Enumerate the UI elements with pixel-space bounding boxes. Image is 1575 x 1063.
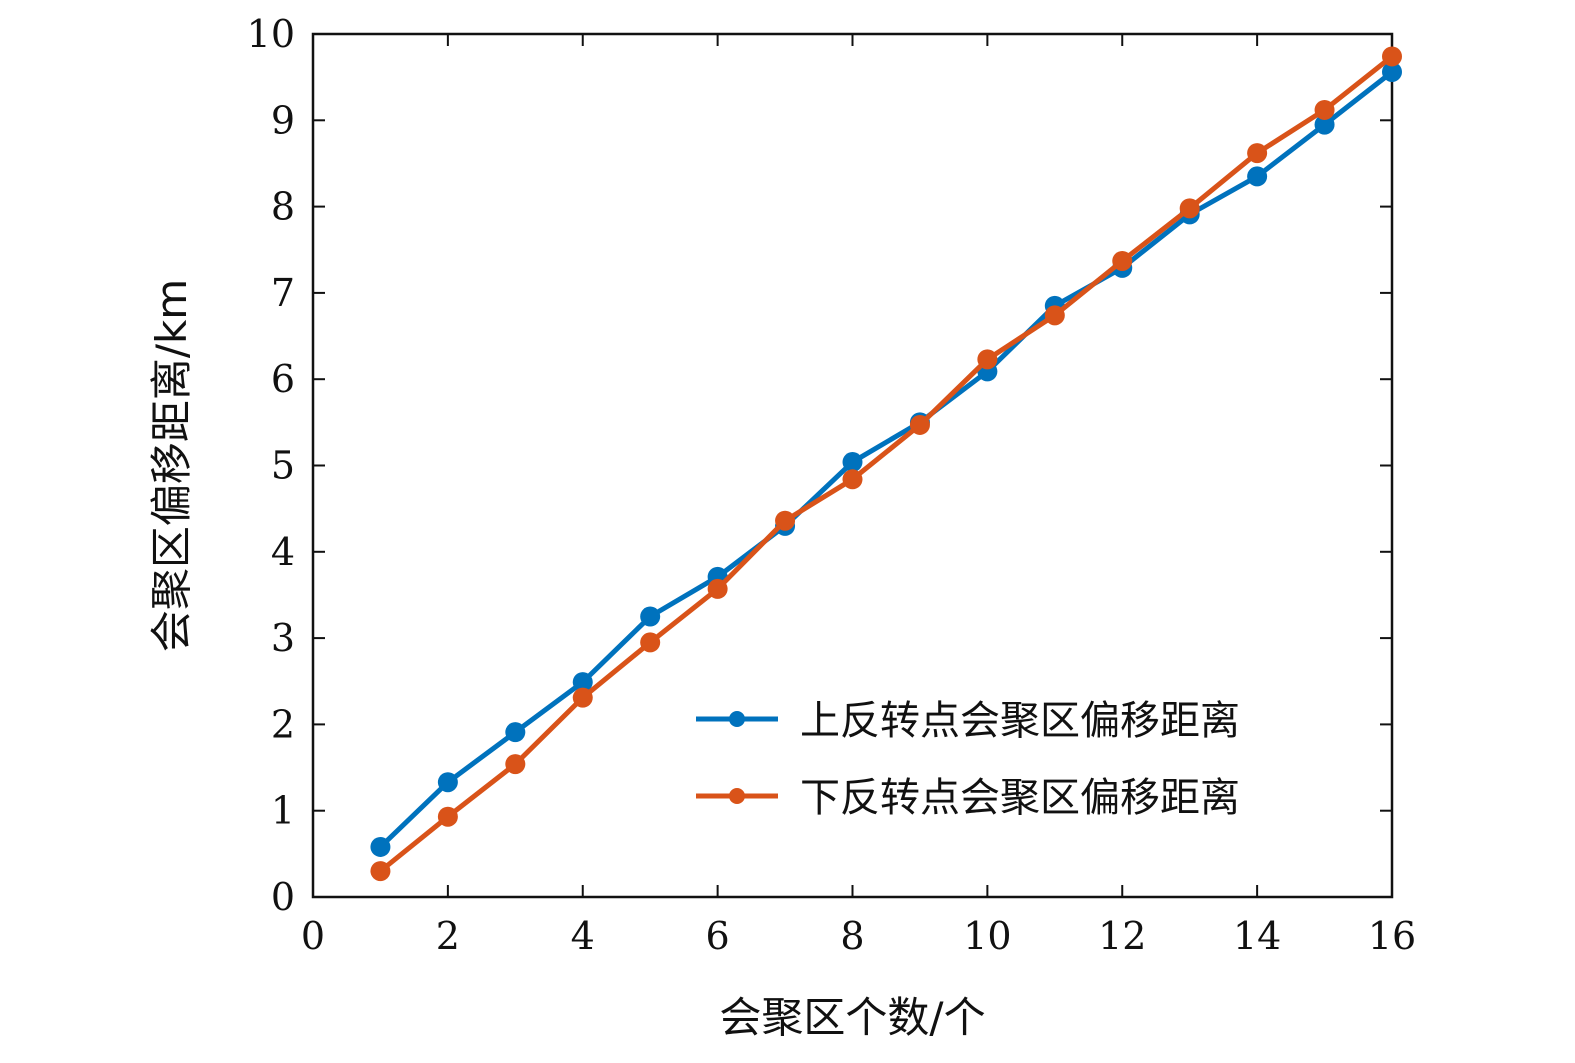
y-tick-label: 7 bbox=[271, 271, 295, 315]
y-tick-label: 9 bbox=[271, 98, 295, 142]
series-line bbox=[377, 53, 1395, 874]
data-point bbox=[1179, 198, 1200, 219]
x-tick-label: 4 bbox=[571, 914, 595, 958]
x-tick-label: 12 bbox=[1098, 914, 1146, 958]
x-tick-label: 2 bbox=[436, 914, 460, 958]
data-point bbox=[437, 772, 458, 793]
data-point bbox=[572, 687, 593, 708]
legend-label: 上反转点会聚区偏移距离 bbox=[800, 698, 1240, 744]
data-point bbox=[437, 806, 458, 827]
y-tick-label: 0 bbox=[271, 875, 295, 919]
y-tick-label: 4 bbox=[271, 530, 295, 574]
data-point bbox=[1044, 305, 1065, 326]
y-tick-label: 2 bbox=[271, 702, 295, 746]
data-point bbox=[370, 861, 391, 882]
x-tick-label: 10 bbox=[963, 914, 1011, 958]
data-point bbox=[572, 672, 593, 693]
data-point bbox=[640, 632, 661, 653]
y-tick-label: 3 bbox=[271, 616, 295, 660]
y-tick-label: 10 bbox=[247, 12, 295, 56]
series-2 bbox=[370, 46, 1402, 882]
data-point bbox=[1314, 99, 1335, 120]
x-tick-label: 16 bbox=[1368, 914, 1416, 958]
data-point bbox=[1382, 61, 1402, 82]
data-point bbox=[1247, 166, 1268, 187]
legend-swatch-marker bbox=[729, 711, 745, 727]
data-point bbox=[505, 722, 526, 743]
data-point bbox=[842, 469, 863, 490]
y-axis-title: 会聚区偏移距离/km bbox=[147, 279, 196, 652]
data-point bbox=[909, 414, 930, 435]
data-point bbox=[1382, 46, 1402, 67]
data-point bbox=[1247, 143, 1268, 164]
y-tick-label: 5 bbox=[271, 444, 295, 488]
data-point bbox=[640, 606, 661, 627]
data-point bbox=[775, 510, 796, 531]
legend-item-2: 下反转点会聚区偏移距离 bbox=[696, 775, 1240, 821]
series-line bbox=[377, 69, 1395, 850]
y-tick-label: 1 bbox=[271, 789, 295, 833]
legend-swatch-marker bbox=[729, 788, 745, 804]
x-tick-label: 6 bbox=[706, 914, 730, 958]
data-point bbox=[1314, 114, 1335, 135]
data-point bbox=[842, 452, 863, 473]
legend-item-1: 上反转点会聚区偏移距离 bbox=[696, 698, 1240, 744]
data-point bbox=[977, 349, 998, 370]
data-point bbox=[505, 754, 526, 775]
y-tick-label: 6 bbox=[271, 357, 295, 401]
x-tick-label: 14 bbox=[1233, 914, 1281, 958]
data-point bbox=[1112, 250, 1133, 271]
legend-label: 下反转点会聚区偏移距离 bbox=[800, 775, 1240, 821]
y-tick-label: 8 bbox=[271, 185, 295, 229]
x-tick-label: 0 bbox=[301, 914, 325, 958]
data-point bbox=[370, 836, 391, 857]
x-axis-title: 会聚区个数/个 bbox=[719, 993, 985, 1042]
data-point bbox=[707, 578, 728, 599]
x-tick-label: 8 bbox=[840, 914, 864, 958]
